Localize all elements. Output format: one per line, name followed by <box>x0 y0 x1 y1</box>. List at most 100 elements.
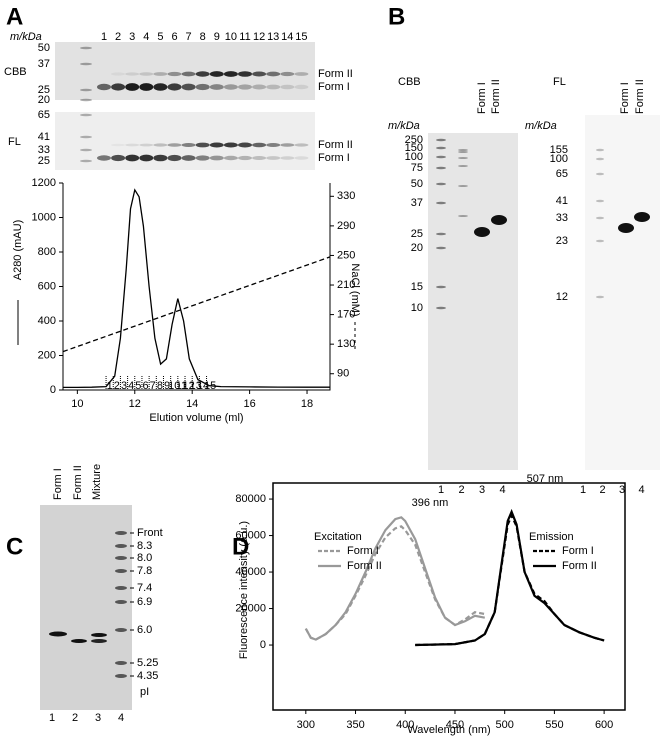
lane-number: 1 <box>438 484 444 496</box>
marker-label: 65 <box>38 109 50 121</box>
y-tick-label: 60000 <box>235 529 266 541</box>
gel-band <box>181 155 196 161</box>
x-axis-label: Elution volume (ml) <box>149 412 243 424</box>
marker-label: 50 <box>411 178 423 190</box>
gel-band <box>181 142 196 148</box>
y-tick-label: 80000 <box>235 493 266 505</box>
x-tick-label: 10 <box>71 398 83 410</box>
lane-number: 14 <box>281 31 293 43</box>
gel-band <box>223 155 238 161</box>
gel-band <box>115 569 127 573</box>
marker-label: Front <box>137 527 163 539</box>
lane-number: 3 <box>95 712 101 724</box>
gel-band <box>139 143 154 147</box>
gel-band <box>139 83 154 91</box>
gel-band <box>223 84 238 90</box>
marker-label: 100 <box>550 153 568 165</box>
x-tick-label: 14 <box>186 398 198 410</box>
lane-number: 1 <box>101 31 107 43</box>
label: m/kDa <box>388 120 420 132</box>
x-tick-label: 300 <box>297 719 315 731</box>
marker-label: 37 <box>411 197 423 209</box>
panel-label: B <box>388 3 405 30</box>
marker-label: 65 <box>556 168 568 180</box>
annotation: 396 nm <box>412 497 449 509</box>
gel-band <box>153 154 168 162</box>
gel-band <box>252 142 267 148</box>
marker-label: 150 <box>405 142 423 154</box>
legend-title: Emission <box>529 531 574 543</box>
marker-label: 15 <box>411 281 423 293</box>
gel-band <box>111 72 126 76</box>
marker-label: 33 <box>38 144 50 156</box>
gel-band <box>97 155 111 161</box>
marker-label: 6.9 <box>137 596 152 608</box>
marker-label: 37 <box>38 58 50 70</box>
fraction-label: 6 <box>142 380 148 392</box>
data-line <box>62 256 331 353</box>
marker-label: 5.25 <box>137 657 158 669</box>
gel-image <box>55 42 315 100</box>
legend-label: Form II <box>562 560 597 572</box>
gel-band <box>139 154 154 162</box>
marker-label: 10 <box>411 302 423 314</box>
legend-label: Form I <box>347 545 379 557</box>
lane-number: 4 <box>118 712 124 724</box>
lane-number: 10 <box>225 31 237 43</box>
label: Form I <box>476 82 488 114</box>
lane-number: 1 <box>580 484 586 496</box>
lane-number: 4 <box>638 484 644 496</box>
gel-band <box>111 143 126 147</box>
gel-band <box>266 71 281 77</box>
gel-band <box>167 71 182 77</box>
label: Form I <box>52 468 64 500</box>
marker-label: 100 <box>405 151 423 163</box>
gel-image <box>55 112 315 170</box>
gel-band <box>195 71 210 77</box>
gel-band <box>111 83 126 91</box>
gel-band <box>223 142 238 148</box>
x-axis-label: Wavelength (nm) <box>407 724 490 736</box>
panel-label: C <box>6 533 23 560</box>
gel-band <box>436 306 446 310</box>
gel-band <box>125 72 140 76</box>
lane-number: 12 <box>253 31 265 43</box>
gel-band <box>634 212 650 222</box>
marker-label: 7.8 <box>137 565 152 577</box>
gel-band <box>280 143 295 147</box>
lane-number: 13 <box>267 31 279 43</box>
lane-number: 2 <box>458 484 464 496</box>
marker-label: 25 <box>411 228 423 240</box>
gel-band <box>223 71 238 77</box>
gel-band <box>238 84 252 90</box>
lane-number: 4 <box>499 484 505 496</box>
label: m/kDa <box>10 31 42 43</box>
gel-band <box>266 142 281 148</box>
legend-label: Form II <box>347 560 382 572</box>
panel-label: D <box>232 533 249 560</box>
x-tick-label: 550 <box>545 719 563 731</box>
lane-number: 7 <box>186 31 192 43</box>
gel-band <box>167 83 182 91</box>
gel-band <box>80 62 92 66</box>
gel-band <box>115 556 127 560</box>
lane-number: 3 <box>479 484 485 496</box>
x-tick-label: 16 <box>243 398 255 410</box>
gel-band <box>125 83 140 91</box>
gel-band <box>115 661 127 665</box>
x-tick-label: 600 <box>595 719 613 731</box>
marker-label: 7.4 <box>137 582 152 594</box>
gel-band <box>153 83 168 91</box>
data-line <box>63 188 330 389</box>
gel-band <box>436 232 446 236</box>
gel-band <box>115 674 127 678</box>
lane-number: 3 <box>129 31 135 43</box>
y-tick-label: 20000 <box>235 602 266 614</box>
lane-number: 8 <box>200 31 206 43</box>
data-line <box>415 508 605 647</box>
y-tick-label: 0 <box>50 384 56 396</box>
label: Form I <box>318 152 350 164</box>
y-axis-label: A280 (mAU) <box>12 220 24 281</box>
